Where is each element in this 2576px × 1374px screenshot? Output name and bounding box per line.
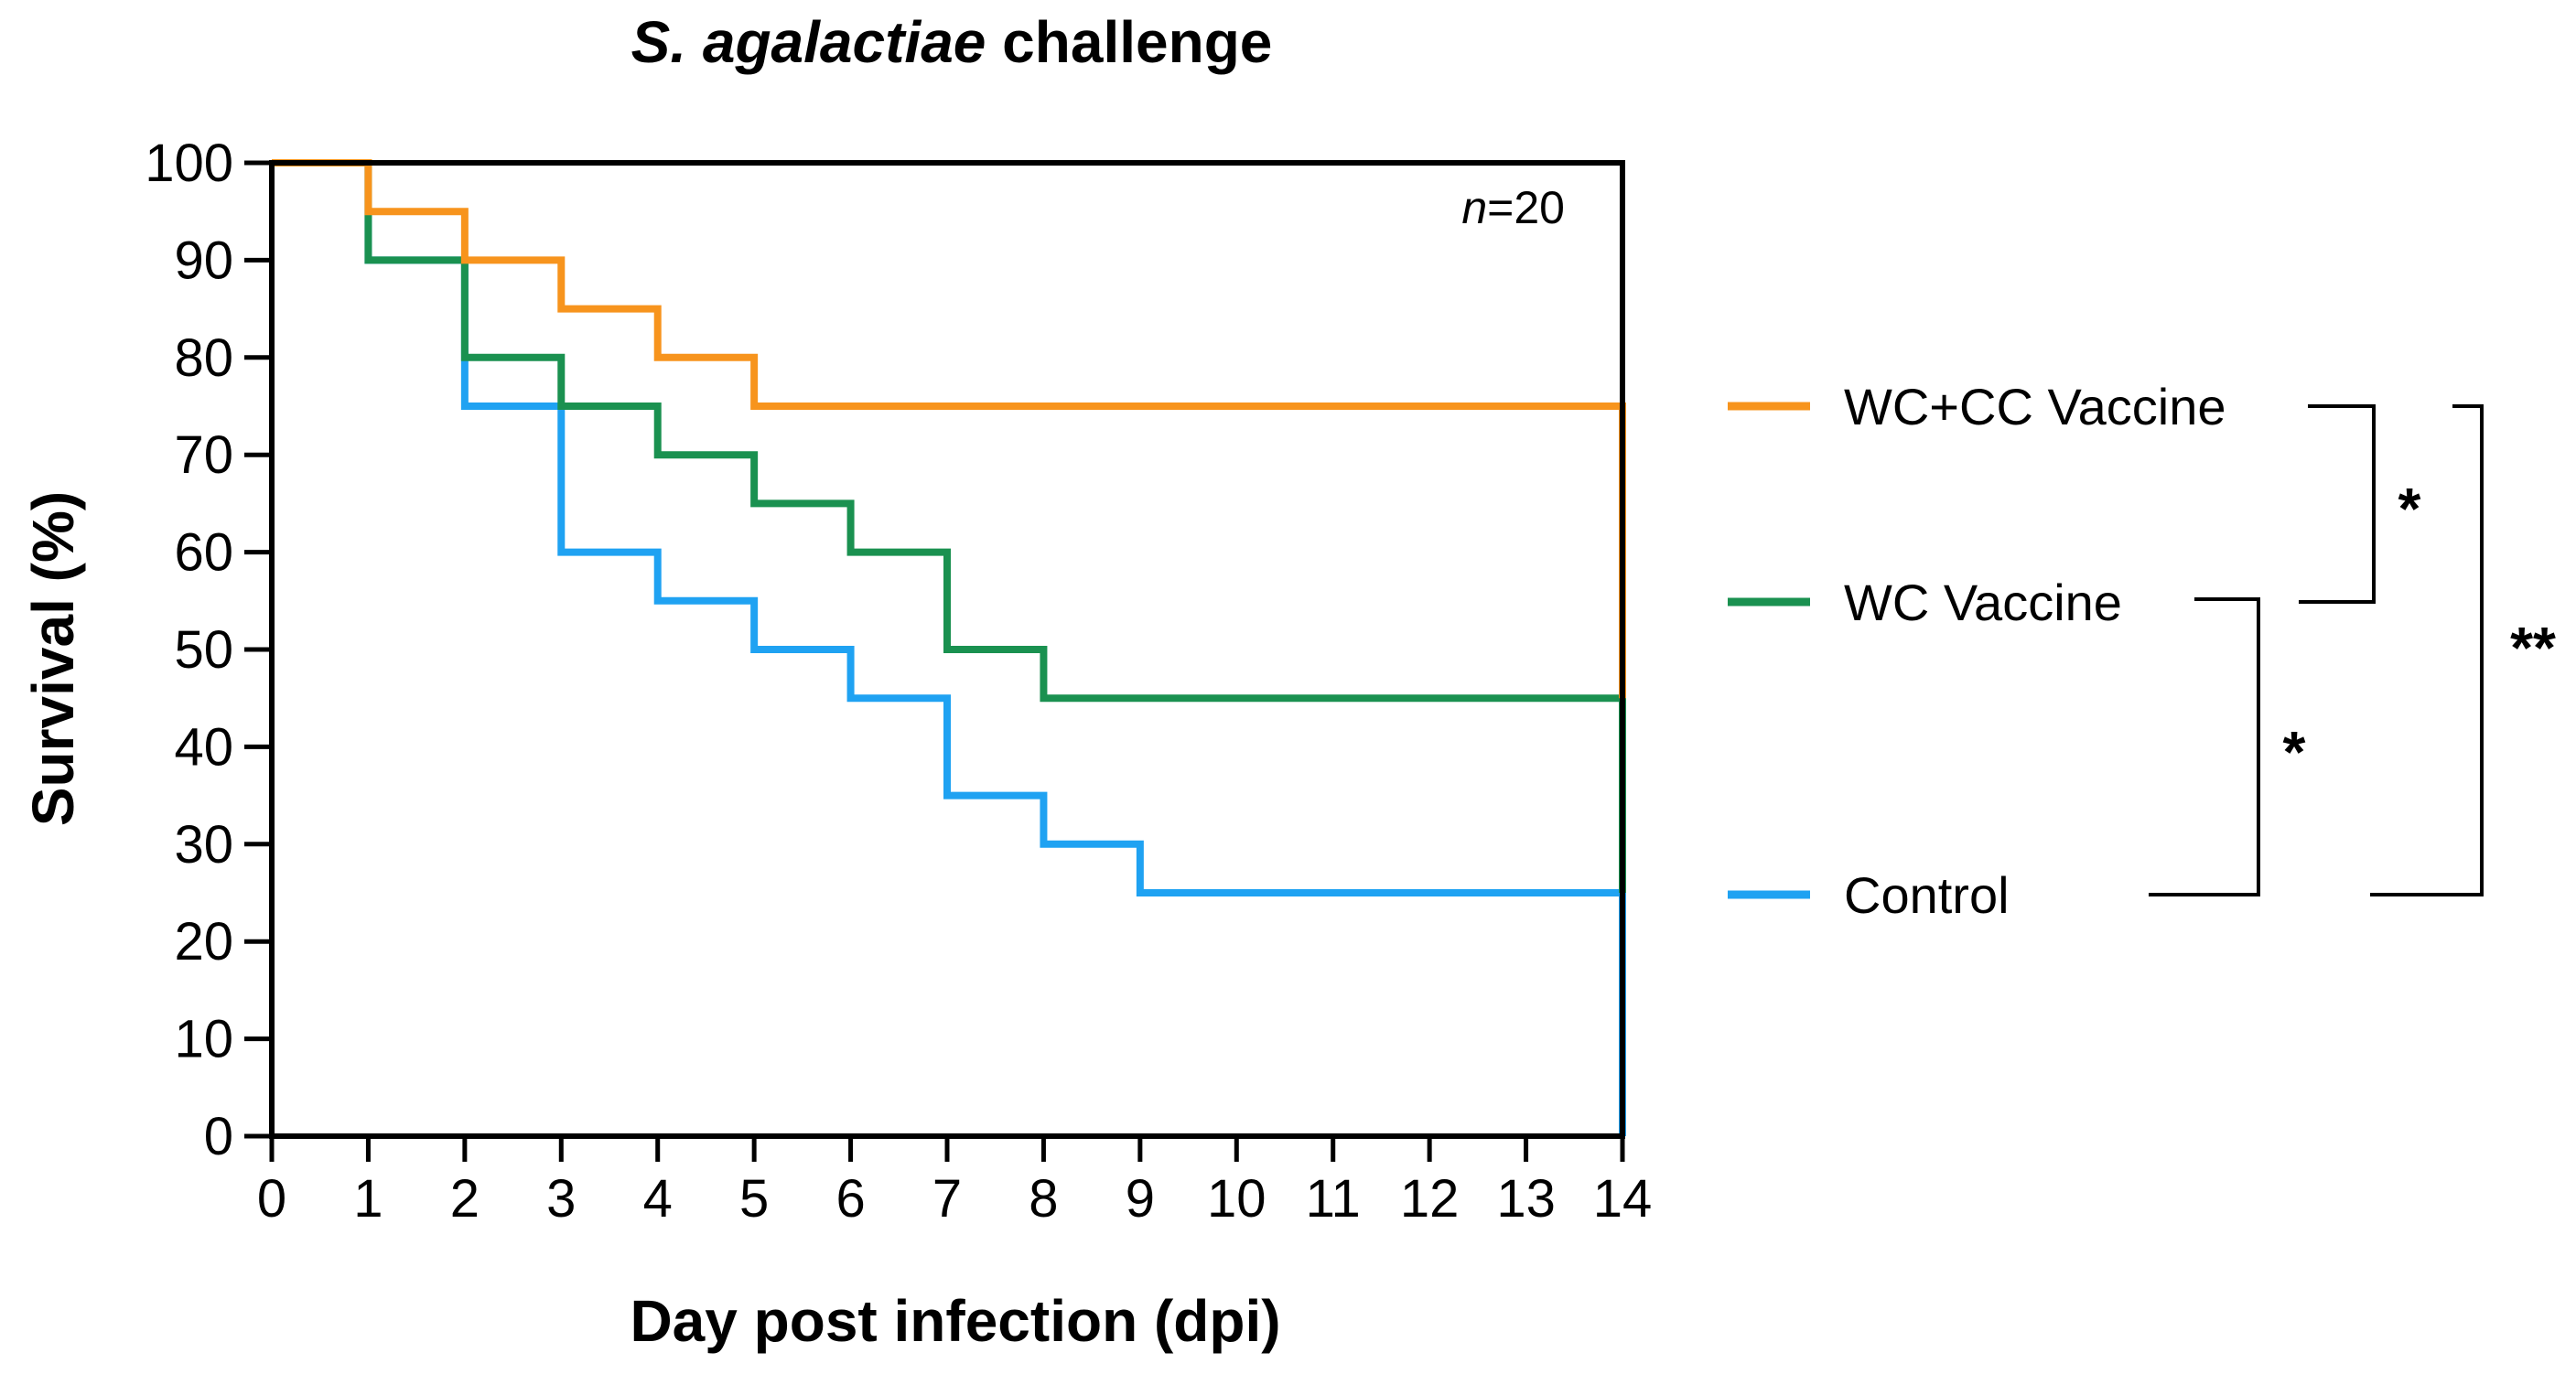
bracket-wccc-vs-wc — [2299, 404, 2376, 604]
y-tick-label: 10 — [174, 1010, 233, 1069]
x-tick-label: 11 — [1306, 1169, 1361, 1229]
y-tick-label: 20 — [174, 912, 233, 971]
y-tick-label: 50 — [174, 620, 233, 680]
legend-label-wc-cc-vaccine: WC+CC Vaccine — [1844, 378, 2226, 435]
plot-frame — [269, 160, 1625, 1139]
y-axis-label: Survival (%) — [20, 491, 86, 826]
x-tick-label: 5 — [739, 1169, 769, 1229]
x-tick-label: 13 — [1496, 1169, 1556, 1229]
y-tick-label: 0 — [204, 1107, 233, 1166]
significance-brackets: * * ** — [2149, 404, 2556, 896]
sig-label-wc-vs-control: * — [2283, 719, 2306, 785]
x-tick-label: 2 — [450, 1169, 480, 1229]
y-ticks: 0 10 20 30 40 50 60 70 80 90 100 — [145, 134, 272, 1166]
x-tick-label: 10 — [1207, 1169, 1266, 1229]
x-tick-label: 14 — [1593, 1169, 1653, 1229]
y-tick-label: 40 — [174, 717, 233, 777]
x-tick-label: 12 — [1400, 1169, 1460, 1229]
title-italic: S. agalactiae — [631, 9, 986, 75]
annotation-italic: n — [1461, 182, 1487, 233]
x-tick-label: 1 — [353, 1169, 383, 1229]
x-tick-label: 0 — [257, 1169, 286, 1229]
sig-label-wccc-vs-control: ** — [2510, 615, 2556, 681]
y-tick-label: 90 — [174, 231, 233, 290]
legend-label-wc-vaccine: WC Vaccine — [1844, 574, 2122, 631]
x-tick-label: 3 — [546, 1169, 576, 1229]
x-tick-label: 4 — [643, 1169, 673, 1229]
x-ticks: 0 1 2 3 4 5 6 7 8 9 10 11 12 13 14 — [257, 1136, 1652, 1229]
y-tick-label: 80 — [174, 328, 233, 388]
series-lines — [272, 159, 1626, 1136]
title-rest: challenge — [986, 9, 1272, 75]
y-tick-label: 30 — [174, 815, 233, 875]
bracket-wccc-vs-control — [2370, 404, 2484, 896]
x-axis-label: Day post infection (dpi) — [630, 1288, 1280, 1354]
chart-title: S. agalactiae challenge — [631, 9, 1273, 75]
y-tick-label: 100 — [145, 134, 233, 193]
sample-size-annotation: n=20 — [1461, 182, 1565, 233]
x-tick-label: 8 — [1029, 1169, 1058, 1229]
x-tick-label: 7 — [932, 1169, 962, 1229]
y-tick-label: 60 — [174, 523, 233, 583]
annotation-rest: =20 — [1487, 182, 1565, 233]
sig-label-wccc-vs-wc: * — [2398, 476, 2421, 542]
x-tick-label: 9 — [1126, 1169, 1155, 1229]
legend-label-control: Control — [1844, 866, 2010, 924]
x-tick-label: 6 — [835, 1169, 865, 1229]
legend: WC+CC Vaccine WC Vaccine Control — [1728, 378, 2226, 924]
series-line-wc-cc-vaccine — [272, 159, 1626, 699]
bracket-wc-vs-control — [2149, 597, 2260, 896]
y-tick-label: 70 — [174, 425, 233, 485]
